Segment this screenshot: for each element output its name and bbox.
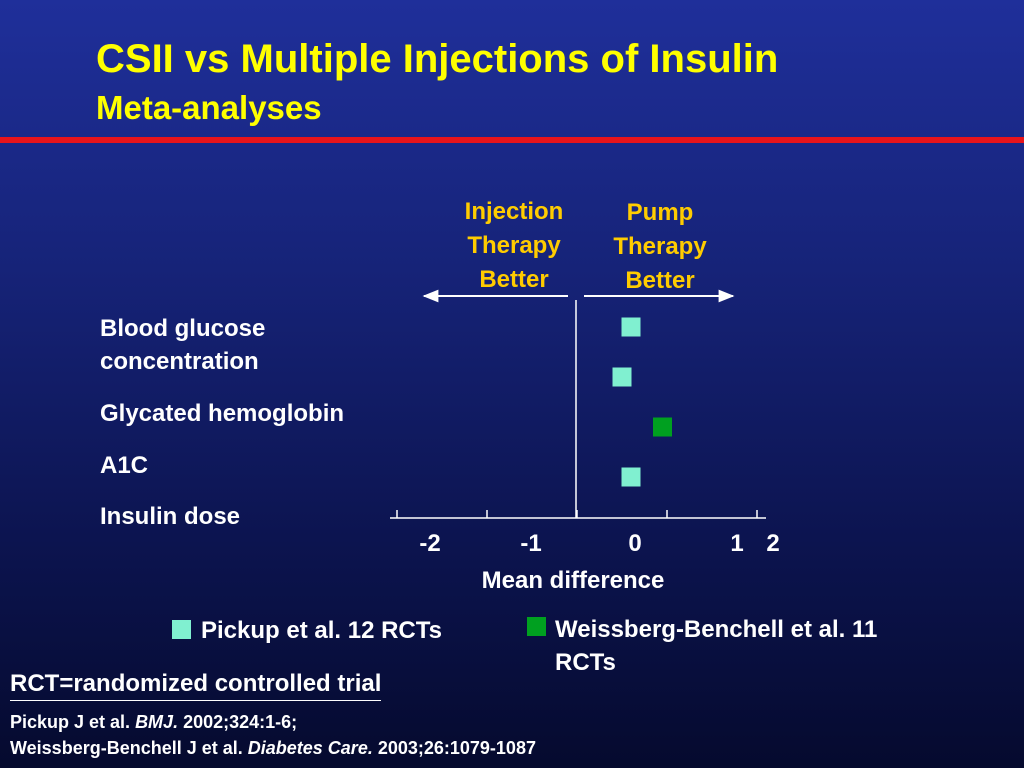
legend-label-weissberg: Weissberg-Benchell et al. 11 RCTs bbox=[555, 613, 877, 679]
x-tick-label: -1 bbox=[520, 530, 541, 557]
reference-citation: 2003;26:1079-1087 bbox=[372, 738, 536, 758]
header-line: Better bbox=[625, 267, 695, 294]
pickup-point-marker bbox=[621, 467, 641, 487]
pickup-point-marker bbox=[612, 367, 632, 387]
title-divider bbox=[0, 137, 1024, 143]
slide-subtitle: Meta-analyses bbox=[96, 89, 322, 126]
x-tick-label: 2 bbox=[766, 530, 779, 557]
pump-better-header: Pump Therapy Better bbox=[585, 196, 735, 298]
x-tick-label: -2 bbox=[419, 530, 440, 557]
row-label-blood-glucose: Blood glucose bbox=[100, 315, 266, 342]
row-label-a1c: A1C bbox=[100, 452, 149, 479]
header-line: Better bbox=[479, 266, 549, 293]
x-tick-label: 0 bbox=[628, 530, 641, 557]
reference-authors: Pickup J et al. bbox=[10, 712, 136, 732]
legend-swatch-pickup bbox=[172, 620, 191, 639]
legend-line: RCTs bbox=[555, 649, 616, 676]
reference-journal: BMJ. bbox=[135, 712, 179, 732]
forest-plot: -2 -1 0 1 2 Mean difference bbox=[419, 289, 779, 594]
row-label-glycated-hemoglobin: Glycated hemoglobin bbox=[100, 400, 345, 427]
header-line: Therapy bbox=[467, 232, 561, 259]
injection-better-header: Injection Therapy Better bbox=[439, 195, 589, 297]
reference-pickup: Pickup J et al. BMJ. 2002;324:1-6; bbox=[10, 710, 297, 734]
legend-swatch-weissberg bbox=[527, 617, 546, 636]
row-label-concentration: concentration bbox=[100, 348, 259, 375]
x-axis-label: Mean difference bbox=[482, 567, 665, 594]
slide-title: CSII vs Multiple Injections of Insulin bbox=[96, 37, 779, 81]
reference-authors: Weissberg-Benchell J et al. bbox=[10, 738, 248, 758]
legend-label-pickup: Pickup et al. 12 RCTs bbox=[201, 617, 442, 644]
legend-line: Weissberg-Benchell et al. 11 bbox=[555, 616, 878, 643]
rct-definition: RCT=randomized controlled trial bbox=[10, 670, 382, 701]
header-line: Therapy bbox=[613, 233, 707, 260]
x-tick-label: 1 bbox=[730, 530, 743, 557]
row-label-insulin-dose: Insulin dose bbox=[100, 503, 241, 530]
reference-citation: 2002;324:1-6; bbox=[178, 712, 298, 732]
reference-weissberg: Weissberg-Benchell J et al. Diabetes Car… bbox=[10, 736, 536, 760]
reference-journal: Diabetes Care. bbox=[247, 738, 373, 758]
header-line: Pump bbox=[626, 199, 694, 226]
pickup-point-marker bbox=[621, 317, 641, 337]
header-line: Injection bbox=[464, 198, 564, 225]
weissberg-point-marker bbox=[653, 417, 672, 437]
